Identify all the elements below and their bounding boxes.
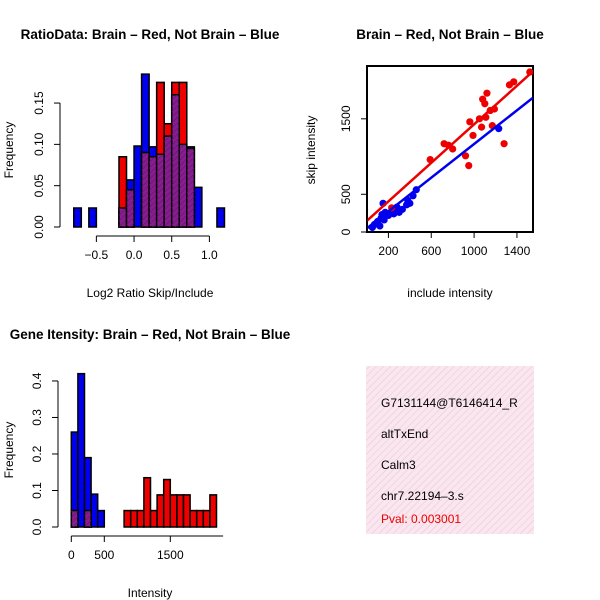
info-box-panel: G7131144@T6146414_R altTxEnd Calm3 chr7.…	[366, 366, 534, 534]
scatter-point-brain	[465, 162, 473, 170]
scatter-marks	[367, 68, 533, 232]
ratio-hist-overlap-hatch	[156, 154, 165, 227]
intensity-histogram-axes: 0 500 1500 0.0 0.1 0.2 0.3 0.4	[30, 372, 224, 562]
intensity-hist-y-tick-label: 0.1	[30, 482, 44, 499]
scatter-x-tick-label: 1000	[461, 244, 488, 258]
intensity-histogram-ylabel: Frequency	[2, 422, 16, 479]
intensity-histogram-xlabel: Intensity	[128, 586, 173, 600]
scatter-point-brain	[510, 78, 518, 86]
scatter-point-not-brain	[406, 199, 414, 207]
ratio-hist-y-tick-label: 0.15	[32, 91, 46, 115]
ratio-hist-blue-bar	[88, 207, 98, 228]
intensity-hist-overlap-hatch	[84, 510, 92, 527]
ratio-hist-blue-bar	[216, 207, 226, 228]
intensity-hist-y-tick-label: 0.2	[30, 445, 44, 462]
info-box-text-area: G7131144@T6146414_R altTxEnd Calm3 chr7.…	[381, 396, 518, 526]
ratio-histogram-ylabel: Frequency	[2, 122, 16, 179]
scatter-point-brain	[461, 152, 470, 160]
intensity-hist-red-bar	[189, 509, 198, 528]
intensity-hist-red-bar	[149, 509, 158, 528]
ratio-histogram-bars	[73, 73, 226, 228]
intensity-hist-red-bar	[123, 509, 132, 528]
intensity-hist-y-tick-label: 0.0	[30, 518, 44, 535]
intensity-hist-x-tick-label: 1500	[157, 548, 184, 562]
intensity-hist-blue-bar	[90, 493, 99, 528]
ratio-hist-x-tick-label: 1.0	[201, 248, 218, 262]
scatter-title: Brain – Red, Not Brain – Blue	[356, 27, 544, 42]
scatter-ylabel: skip intensity	[304, 116, 318, 185]
ratio-histogram-panel: RatioData: Brain – Red, Not Brain – Blue…	[2, 27, 280, 300]
info-box-background	[366, 366, 534, 534]
scatter-point-not-brain	[398, 205, 406, 213]
ratio-hist-overlap-hatch	[149, 156, 157, 227]
intensity-hist-overlap-hatch	[71, 510, 78, 527]
scatter-fit-line-not-brain	[367, 96, 533, 230]
scatter-point-brain	[449, 145, 457, 153]
scatter-x-tick-label: 1400	[504, 244, 531, 258]
intensity-hist-red-bar	[136, 509, 145, 528]
ratio-hist-overlap-hatch	[171, 94, 180, 227]
ratio-hist-overlap-hatch	[186, 148, 195, 227]
scatter-point-brain	[466, 118, 474, 126]
info-line-pval: Pval: 0.003001	[381, 512, 461, 526]
info-line-event-type: altTxEnd	[381, 427, 428, 441]
ratio-hist-x-tick-label: 0.5	[163, 248, 180, 262]
intensity-hist-y-tick-label: 0.3	[30, 409, 44, 426]
intensity-hist-red-bar	[143, 476, 152, 528]
ratio-hist-y-tick-label: 0.00	[32, 215, 46, 239]
intensity-histogram-bars	[70, 372, 218, 528]
scatter-point-not-brain	[376, 222, 384, 230]
scatter-panel: Brain – Red, Not Brain – Blue 200 600 1000…	[304, 27, 544, 300]
ratio-hist-blue-bar	[73, 207, 83, 228]
intensity-hist-red-bar	[162, 478, 172, 528]
scatter-point-brain	[500, 140, 508, 148]
scatter-point-brain	[469, 131, 477, 140]
scatter-y-tick-label: 500	[339, 184, 353, 204]
scatter-point-brain	[483, 89, 491, 97]
scatter-y-tick-label: 0	[339, 228, 353, 235]
intensity-hist-red-bar	[182, 494, 191, 528]
ratio-histogram-axes: −0.5 0.0 0.5 1.0 0.00 0.05 0.10 0.15	[32, 91, 218, 262]
ratio-hist-blue-bar	[133, 145, 143, 228]
intensity-hist-red-bar	[195, 509, 205, 528]
ratio-hist-overlap-hatch	[141, 152, 150, 227]
ratio-hist-blue-bar	[193, 186, 203, 228]
ratio-hist-y-tick-label: 0.10	[32, 132, 46, 156]
info-line-probe-id: G7131144@T6146414_R	[381, 396, 518, 410]
intensity-histogram-panel: Gene Itensity: Brain – Red, Not Brain – …	[2, 327, 291, 600]
scatter-point-not-brain	[380, 216, 388, 224]
intensity-hist-red-bar	[176, 494, 185, 528]
scatter-point-brain	[477, 123, 486, 131]
scatter-point-brain	[481, 100, 489, 108]
scatter-xlabel: include intensity	[407, 286, 492, 300]
ratio-hist-x-tick-label: 0.0	[126, 248, 143, 262]
scatter-y-tick-label: 1500	[339, 105, 353, 132]
scatter-x-tick-label: 600	[421, 244, 441, 258]
ratio-hist-x-tick-label: −0.5	[85, 248, 109, 262]
info-line-gene: Calm3	[381, 458, 416, 472]
intensity-hist-blue-bar	[77, 372, 86, 528]
intensity-hist-red-bar	[156, 494, 165, 528]
intensity-hist-blue-bar	[96, 509, 106, 528]
intensity-hist-red-bar	[202, 509, 211, 528]
ratio-hist-y-tick-label: 0.05	[32, 174, 46, 198]
scatter-axes: 200 600 1000 1400 0 500 1500	[339, 105, 531, 258]
intensity-histogram-title: Gene Itensity: Brain – Red, Not Brain – …	[10, 327, 291, 342]
ratio-hist-overlap-hatch	[126, 189, 135, 227]
intensity-hist-y-tick-label: 0.4	[30, 372, 44, 389]
intensity-hist-red-bar	[209, 494, 218, 528]
ratio-histogram-xlabel: Log2 Ratio Skip/Include	[87, 286, 214, 300]
intensity-hist-red-bar	[129, 509, 139, 528]
ratio-hist-overlap-hatch	[164, 136, 172, 227]
intensity-hist-x-tick-label: 500	[94, 548, 114, 562]
intensity-hist-red-bar	[169, 494, 178, 528]
ratio-histogram-title: RatioData: Brain – Red, Not Brain – Blue	[21, 27, 280, 42]
scatter-x-tick-label: 200	[378, 244, 398, 258]
ratio-hist-overlap-hatch	[179, 144, 187, 227]
ratio-hist-overlap-hatch	[118, 207, 127, 227]
scatter-fit-line-brain	[367, 70, 533, 222]
intensity-hist-x-tick-label: 0	[68, 548, 75, 562]
info-line-location: chr7.22194–3.s	[381, 489, 464, 503]
